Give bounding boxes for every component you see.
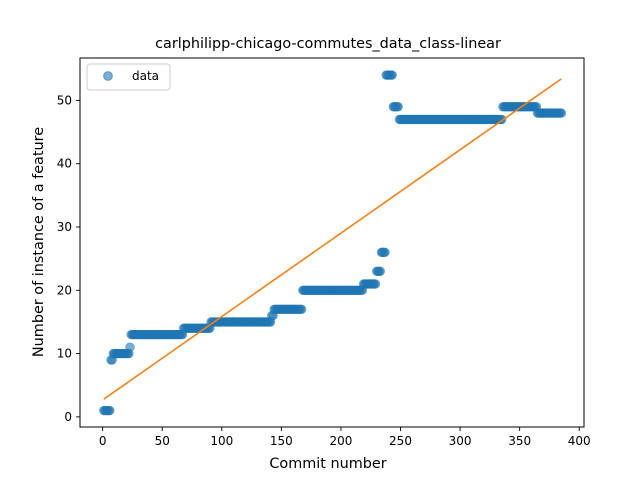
plot-area bbox=[99, 70, 567, 416]
legend: data bbox=[86, 63, 171, 91]
legend-marker bbox=[103, 71, 113, 81]
x-tick-label: 300 bbox=[449, 434, 472, 448]
x-tick-label: 100 bbox=[210, 434, 233, 448]
x-tick-label: 350 bbox=[508, 434, 531, 448]
x-tick-label: 150 bbox=[270, 434, 293, 448]
y-tick-label: 0 bbox=[64, 410, 72, 424]
y-tick-label: 50 bbox=[57, 93, 72, 107]
legend-label: data bbox=[132, 69, 159, 83]
data-point bbox=[125, 342, 135, 352]
y-axis-label: Number of instance of a feature bbox=[31, 127, 47, 357]
x-tick-label: 400 bbox=[568, 434, 591, 448]
chart-title: carlphilipp-chicago-commutes_data_class-… bbox=[155, 36, 501, 52]
y-tick-label: 10 bbox=[57, 347, 72, 361]
data-point bbox=[393, 102, 403, 112]
axes-frame bbox=[79, 57, 585, 428]
x-tick-label: 200 bbox=[329, 434, 352, 448]
legend-box bbox=[86, 63, 171, 91]
y-tick-label: 30 bbox=[57, 220, 72, 234]
x-axis-ticks: 0 50 100 150 200 250 300 350 400 bbox=[99, 427, 591, 448]
data-point bbox=[380, 247, 390, 258]
x-tick-label: 0 bbox=[99, 434, 107, 448]
fit-line bbox=[103, 78, 562, 400]
y-tick-label: 20 bbox=[57, 283, 72, 297]
data-point bbox=[370, 279, 381, 289]
x-axis-label: Commit number bbox=[269, 456, 386, 472]
data-point bbox=[375, 266, 385, 276]
data-point bbox=[296, 304, 307, 314]
y-axis-ticks: 0 10 20 30 40 50 bbox=[57, 93, 80, 424]
data-point bbox=[387, 70, 397, 80]
y-tick-label: 40 bbox=[57, 157, 72, 171]
data-point bbox=[105, 405, 115, 416]
x-tick-label: 50 bbox=[155, 434, 170, 448]
x-tick-label: 250 bbox=[389, 434, 412, 448]
data-point bbox=[556, 108, 567, 118]
